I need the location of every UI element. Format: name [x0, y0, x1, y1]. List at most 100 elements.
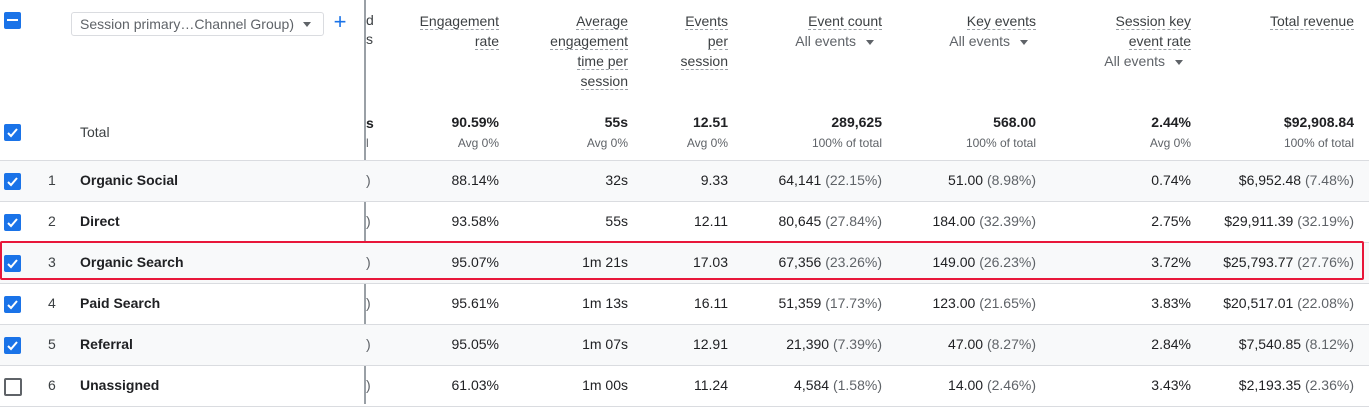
clipped-row-fragment: ): [366, 254, 371, 270]
cell-number: 95.07%: [451, 254, 499, 270]
cell-number: 95.61%: [451, 295, 499, 311]
cell-value: 95.07%: [452, 254, 499, 270]
row-checkbox[interactable]: [4, 173, 21, 190]
cell-number: 3.43%: [1151, 377, 1191, 393]
cell-number: 64,141: [778, 172, 822, 188]
column-header-line: session: [580, 73, 628, 90]
row-background: [0, 161, 1369, 201]
row-divider: [0, 201, 1369, 202]
channel-name: Referral: [80, 336, 133, 352]
cell-value: $25,793.77 (27.76%): [1223, 254, 1354, 270]
cell-number: 12.91: [692, 336, 728, 352]
column-header-key_events[interactable]: Key events: [896, 11, 1036, 31]
cell-value: 3.72%: [1151, 254, 1191, 270]
add-dimension-button[interactable]: +: [331, 10, 349, 34]
channel-name: Organic Social: [80, 172, 179, 188]
total-label: Total: [80, 124, 110, 140]
cell-number: 3.83%: [1151, 295, 1191, 311]
column-header-sess_key_rate[interactable]: Session key event rate: [1041, 11, 1191, 51]
row-checkbox[interactable]: [4, 214, 21, 231]
row-number: 6: [48, 377, 56, 393]
clipped-total-fragment: s: [366, 115, 374, 131]
cell-percent: (8.12%): [1304, 336, 1354, 352]
total-value: 2.44%: [1151, 114, 1191, 130]
chevron-down-icon: [1020, 39, 1028, 45]
total-value: 55s: [604, 114, 628, 130]
column-header-line: Key events: [966, 13, 1036, 30]
clipped-fragment-2: s: [366, 31, 373, 47]
cell-value: 2.75%: [1151, 213, 1191, 229]
cell-percent: (2.46%): [986, 377, 1036, 393]
cell-number: 1m 13s: [582, 295, 628, 311]
row-number: 4: [48, 295, 56, 311]
dimension-select[interactable]: Session primary…Channel Group): [71, 12, 324, 36]
column-header-avg_time[interactable]: Average engagement time per session: [518, 11, 628, 91]
clipped-row-fragment: ): [366, 295, 371, 311]
event-filter-label: All events: [1104, 53, 1165, 69]
column-header-event_count[interactable]: Event count: [742, 11, 882, 31]
event-filter-select[interactable]: All events: [1104, 53, 1183, 69]
row-checkbox[interactable]: [4, 255, 21, 272]
clipped-header-fragment: d: [366, 12, 374, 28]
cell-value: 14.00 (2.46%): [948, 377, 1036, 393]
cell-number: 55s: [605, 213, 628, 229]
chevron-down-icon: [866, 39, 874, 45]
cell-number: 2.75%: [1151, 213, 1191, 229]
cell-percent: (23.26%): [825, 254, 882, 270]
cell-percent: (8.98%): [986, 172, 1036, 188]
cell-value: 0.74%: [1151, 172, 1191, 188]
cell-value: 67,356 (23.26%): [778, 254, 882, 270]
cell-number: 67,356: [778, 254, 822, 270]
event-filter-select[interactable]: All events: [795, 33, 874, 49]
cell-number: 21,390: [786, 336, 830, 352]
chevron-down-icon: [303, 22, 311, 27]
cell-value: 2.84%: [1151, 336, 1191, 352]
cell-value: 3.83%: [1151, 295, 1191, 311]
dimension-select-label: Session primary…Channel Group): [80, 16, 294, 32]
cell-value: 21,390 (7.39%): [786, 336, 882, 352]
cell-number: 95.05%: [451, 336, 499, 352]
cell-value: 184.00 (32.39%): [932, 213, 1036, 229]
clipped-total-fragment: l: [366, 136, 369, 150]
cell-value: 16.11: [694, 295, 728, 311]
clipped-header-fragment: s: [366, 31, 373, 47]
cell-value: 11.24: [694, 377, 728, 393]
select-all-checkbox[interactable]: [4, 12, 21, 29]
cell-percent: (26.23%): [979, 254, 1036, 270]
cell-value: 1m 13s: [582, 295, 628, 311]
cell-value: 1m 21s: [582, 254, 628, 270]
row-checkbox[interactable]: [4, 378, 22, 396]
column-header-events_per[interactable]: Events per session: [638, 11, 728, 71]
total-checkbox[interactable]: [4, 124, 21, 141]
cell-number: 1m 21s: [582, 254, 628, 270]
cell-value: 32s: [605, 172, 628, 188]
total-subtext: Avg 0%: [457, 136, 499, 150]
row-checkbox[interactable]: [4, 337, 21, 354]
cell-percent: (7.48%): [1304, 172, 1354, 188]
column-header-eng_rate[interactable]: Engagement rate: [379, 11, 499, 51]
cell-value: 47.00 (8.27%): [948, 336, 1036, 352]
row-divider: [0, 283, 1369, 284]
column-header-revenue[interactable]: Total revenue: [1204, 11, 1354, 31]
row-number: 2: [48, 213, 56, 229]
cell-number: 149.00: [932, 254, 976, 270]
cell-number: 12.11: [694, 213, 728, 229]
column-header-line: Events: [685, 13, 728, 30]
column-header-line: Session key: [1115, 13, 1191, 30]
cell-percent: (2.36%): [1304, 377, 1354, 393]
clipped-fragment-1: d: [366, 12, 374, 28]
clipped-row-fragment: ): [366, 336, 371, 352]
total-subtext: 100% of total: [965, 136, 1036, 150]
cell-value: 1m 00s: [582, 377, 628, 393]
cell-percent: (8.27%): [986, 336, 1036, 352]
channel-name: Paid Search: [80, 295, 161, 311]
row-checkbox[interactable]: [4, 296, 21, 313]
cell-number: 1m 07s: [582, 336, 628, 352]
total-subtext: Avg 0%: [586, 136, 628, 150]
total-subtext: 100% of total: [811, 136, 882, 150]
event-filter-select[interactable]: All events: [949, 33, 1028, 49]
cell-number: $2,193.35: [1238, 377, 1302, 393]
row-number: 3: [48, 254, 56, 270]
cell-value: 4,584 (1.58%): [794, 377, 882, 393]
cell-number: 1m 00s: [582, 377, 628, 393]
